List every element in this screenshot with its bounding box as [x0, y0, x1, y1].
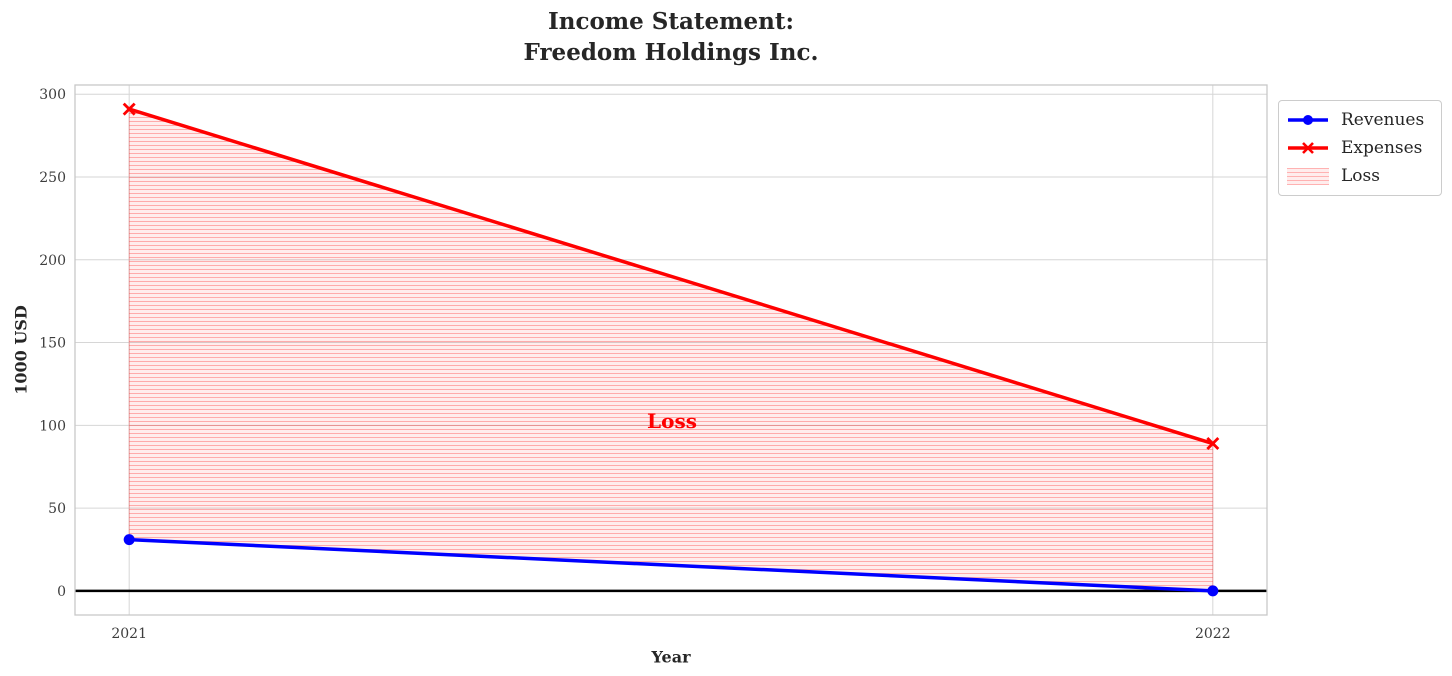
loss-hatch-swatch — [1287, 167, 1329, 185]
y-tick-label: 0 — [57, 584, 66, 600]
y-axis-label: 1000 USD — [11, 305, 31, 395]
marker-x-expenses — [122, 102, 136, 116]
x-axis-label: Year — [651, 647, 691, 667]
y-tick-label: 300 — [39, 87, 66, 103]
y-tick-label: 250 — [39, 170, 66, 186]
legend: Revenues Expenses Loss — [1278, 100, 1442, 196]
expenses-swatch-x-icon — [1302, 142, 1314, 154]
series-line-expenses — [127, 107, 1215, 446]
y-tick-label: 100 — [39, 418, 66, 434]
plot-border — [74, 84, 1268, 616]
legend-label-expenses: Expenses — [1341, 138, 1423, 158]
revenues-line-swatch — [1288, 115, 1328, 125]
legend-item-loss: Loss — [1287, 165, 1431, 187]
marker-circle-revenues — [123, 534, 135, 546]
marker-circle-revenues — [1207, 585, 1219, 597]
marker-x-expenses — [1206, 437, 1220, 451]
loss-area — [128, 108, 1214, 592]
chart-title: Income Statement: Freedom Holdings Inc. — [524, 6, 819, 68]
y-tick-label: 150 — [39, 336, 66, 352]
legend-label-loss: Loss — [1341, 166, 1380, 186]
loss-annotation: Loss — [647, 409, 697, 433]
y-tick-label: 200 — [39, 253, 66, 269]
revenues-swatch-circle-icon — [1303, 115, 1313, 125]
x-tick-label: 2021 — [111, 626, 147, 642]
x-tick-label: 2022 — [1195, 626, 1231, 642]
legend-item-expenses: Expenses — [1287, 137, 1431, 159]
series-line-revenues — [127, 537, 1215, 593]
y-tick-label: 50 — [48, 501, 66, 517]
chart-title-line1: Income Statement: — [547, 8, 794, 35]
legend-label-revenues: Revenues — [1341, 110, 1425, 130]
expenses-line-swatch — [1288, 142, 1328, 154]
chart-title-line2: Freedom Holdings Inc. — [523, 39, 819, 66]
legend-item-revenues: Revenues — [1287, 109, 1431, 131]
